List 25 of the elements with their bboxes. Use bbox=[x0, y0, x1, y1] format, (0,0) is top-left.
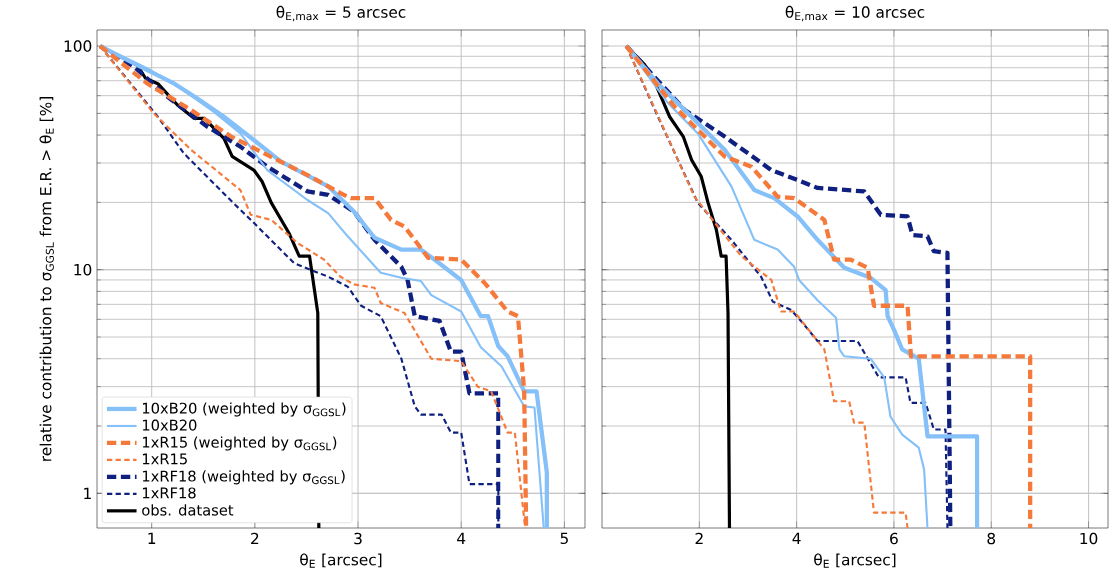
x-tick-label: 10 bbox=[1080, 532, 1098, 545]
legend-label: 10xB20 (weighted by σ$_{GGSL}$) bbox=[142, 402, 346, 417]
y-tick-label: 100 bbox=[64, 40, 92, 52]
x-tick-label: 4 bbox=[457, 532, 466, 544]
x-axis-title: θ$_{E}$ [arcsec] bbox=[300, 553, 382, 568]
y-tick-label: 10 bbox=[74, 263, 92, 276]
chart-title: θ$_{E,max}$ = 5 arcsec bbox=[276, 5, 406, 22]
x-axis-title: θ$_{E}$ [arcsec] bbox=[814, 553, 896, 568]
y-tick-label: 1 bbox=[84, 487, 91, 499]
legend-label: 1xRF18 bbox=[142, 487, 196, 499]
x-tick-label: 1 bbox=[148, 532, 156, 544]
legend-label: 1xR15 (weighted by σ$_{GGSL}$) bbox=[142, 436, 337, 451]
chart-title: θ$_{E,max}$ = 10 arcsec bbox=[785, 5, 925, 22]
legend-label: 10xB20 bbox=[142, 419, 197, 431]
x-tick-label: 5 bbox=[560, 532, 568, 545]
y-axis-title: relative contribution to σ$_{GGSL}$ from E.R. > θ$_{E}$ [%] bbox=[39, 97, 54, 461]
x-tick-label: 4 bbox=[792, 532, 801, 544]
legend-label: obs. dataset bbox=[142, 504, 234, 516]
x-tick-label: 6 bbox=[890, 532, 898, 545]
x-tick-label: 8 bbox=[987, 532, 996, 545]
legend-label: 1xRF18 (weighted by σ$_{GGSL}$) bbox=[142, 470, 345, 485]
x-tick-label: 2 bbox=[251, 532, 259, 545]
x-tick-label: 3 bbox=[354, 532, 362, 545]
legend-label: 1xR15 bbox=[142, 453, 187, 465]
x-tick-label: 2 bbox=[695, 532, 703, 545]
